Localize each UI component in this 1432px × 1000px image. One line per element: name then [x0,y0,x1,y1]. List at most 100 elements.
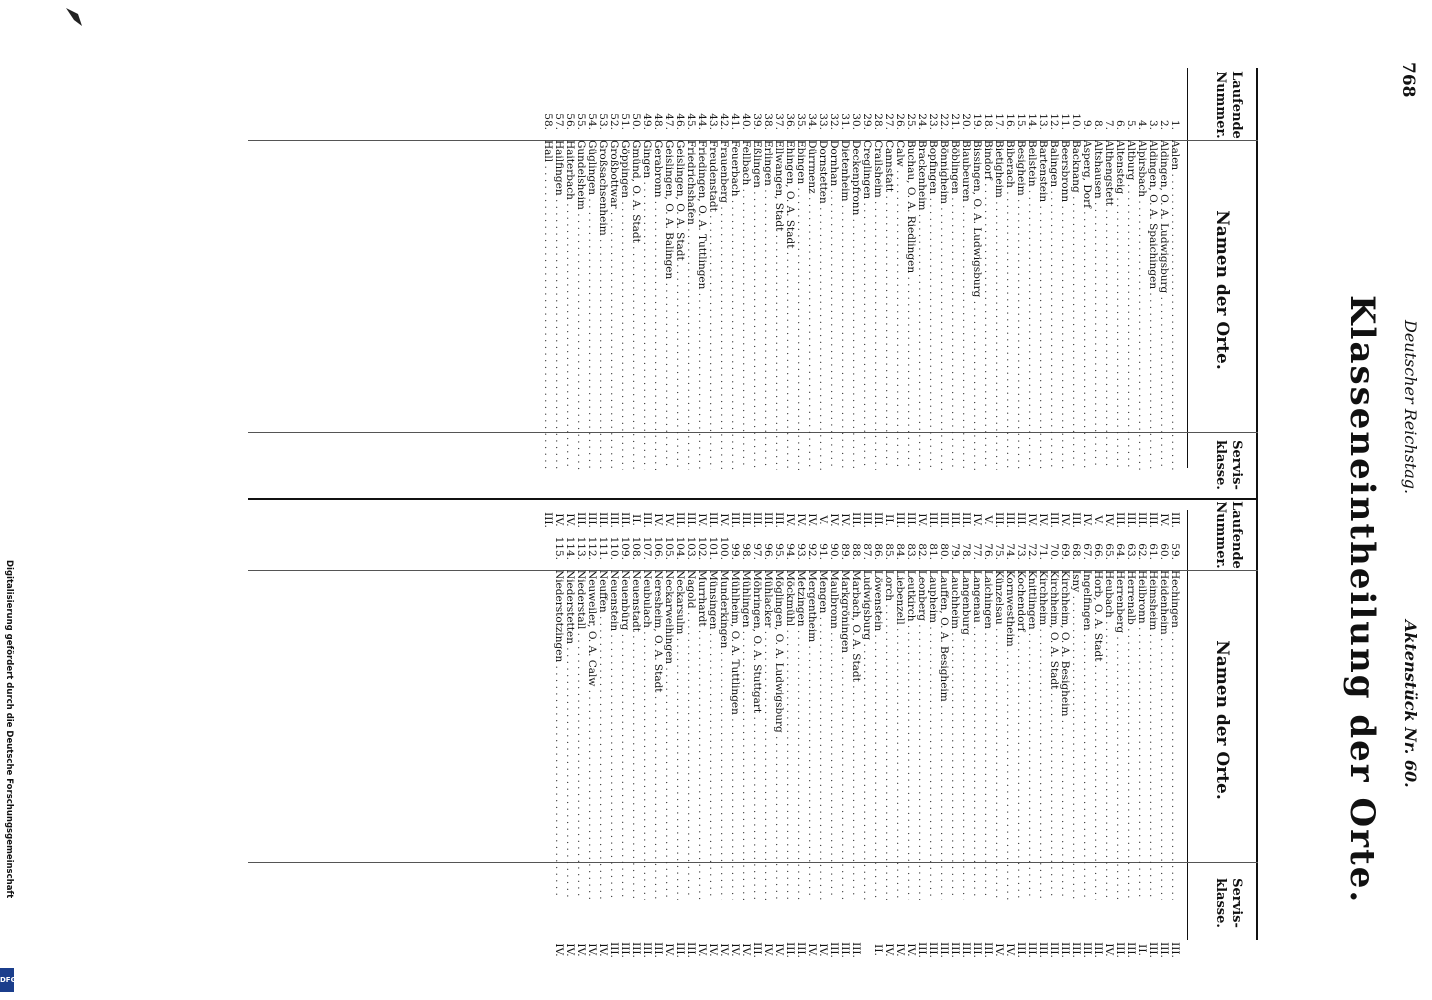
table-row: 46.Geislingen, O. A. StadtIII. [674,90,686,528]
row-number: 109. [619,536,631,560]
row-number: 47. [663,113,675,130]
place-name: Münsingen [707,570,718,900]
place-name: Markgröningen [839,570,850,900]
row-number: 72. [1026,543,1038,560]
servis-class: III. [1059,942,1071,958]
dfg-logo-icon: DFG [0,968,16,992]
table-row: 70. Kirchheim, O. A. Stadt III. [1048,520,1060,958]
servis-class: IV. [817,943,829,957]
table-row: 97. Möhringen, O. A. Stuttgart III. [751,520,763,958]
table-row: 114. Niederstetten IV. [564,520,576,957]
table-row: 18.BindorfV. [982,90,994,524]
table-row: 101. Münsingen IV. [707,520,719,957]
place-name: Nagold [685,570,696,900]
place-name: Neuweiler, O. A. Calw [586,570,597,900]
place-name: Mühlheim, O. A. Tuttlingen [729,570,740,900]
row-number: 108. [630,536,642,560]
table-row: 56.HaiterbachIV. [564,90,576,526]
table-row: 113. Niederstall IV. [575,520,587,957]
table-row: 11.BeersbronnIV. [1059,90,1071,526]
place-name: Dietenheim [839,140,850,470]
table-row: 29.CreglingenIII. [861,90,873,528]
table-row: 4.AlpirsbachIII. [1136,90,1148,528]
table-row: 86. Löwenstein II. [872,520,884,956]
place-name: Neuenbürg [619,570,630,900]
row-number: 23. [927,113,939,130]
place-name: Möckmühl [784,570,795,900]
place-name: Ingelfingen [1081,570,1092,900]
row-number: 107. [641,536,653,560]
row-number: 73. [1015,543,1027,560]
row-number: 50. [630,113,642,130]
table-row: 26.CalwIII. [894,90,906,528]
place-name: Backnang [1070,140,1081,470]
table-row: 59. Hechingen III. [1169,520,1181,958]
table-row: 24.BrackenheimIV. [916,90,928,526]
table-row: 90. Maulbronn III. [828,520,840,958]
place-name: Leutkirch [905,570,916,900]
table-row: 107. Neubulach III. [641,520,653,958]
place-name: Haiterbach [564,140,575,470]
table-row: 45.FriedrichshafenIII. [685,90,697,528]
table-row: 112. Neuweiler, O. A. Calw IV. [586,520,598,957]
place-name: Leonberg [916,570,927,900]
servis-class: III. [1169,942,1181,958]
servis-class: III. [938,942,950,958]
row-number: 105. [663,536,675,560]
table-row: 84. Liebenzell IV. [894,520,906,956]
servis-class: IV. [729,943,741,957]
table-row: 34.DürrmenzIV. [806,90,818,526]
place-name: Eßlingen [751,140,762,470]
row-number: 55. [575,113,587,130]
row-number: 45. [685,113,697,130]
servis-class: III. [641,942,653,958]
table-row: 53.GroßsachsenheimIII. [597,90,609,528]
row-number: 80. [938,543,950,560]
place-name: Langenau [971,570,982,900]
row-number: 1. [1169,119,1181,130]
table-row: 9.Asperg, DorfIV. [1081,90,1093,527]
left-header-rule [1187,68,1188,468]
servis-class: III. [685,942,697,958]
table-row: 73. Kochendorf III. [1015,520,1027,958]
row-number: 20. [960,113,972,130]
place-name: Friedingen, O. A. Tuttlingen [696,140,707,470]
row-number: 10. [1070,113,1082,130]
table-row: 57.HailfingenIV. [553,90,565,526]
place-name: Möglingen, O. A. Ludwigsburg [773,570,784,900]
place-name: Gundelsheim [575,140,586,470]
place-name: Neuenstein [608,570,619,900]
place-name: Hechingen [1169,570,1180,900]
row-number: 6. [1114,119,1126,130]
servis-class: IV. [762,943,774,957]
row-number: 27. [883,113,895,130]
left-table: 1. Aalen III. 2. Aldingen, O. A. Ludwigsburg… [542,90,1181,528]
left-number-header: Laufende Nummer. [1213,71,1244,139]
row-number: 5. [1125,119,1137,130]
table-row: 48.GerabronnIV. [652,90,664,526]
table-row: 77. Langenau III. [971,520,983,958]
row-number: 25. [905,113,917,130]
row-number: 75. [993,543,1005,560]
servis-class: III. [982,942,994,958]
servis-class: III. [960,942,972,958]
servis-class: III. [850,942,862,958]
row-number: 53. [597,113,609,130]
row-number: 71. [1037,543,1049,560]
table-row: 44.Friedingen, O. A. TuttlingenIV. [696,90,708,526]
row-number: 35. [795,113,807,130]
servis-class: IV. [894,943,906,957]
row-number: 36. [784,113,796,130]
table-row: 30.DeckenpfronnIII. [850,90,862,528]
table-row: 111. Neuffen IV. [597,520,609,957]
row-number: 64. [1114,543,1126,560]
servis-class: III. [971,942,983,958]
table-row: 62. Heilbronn II. [1136,520,1148,956]
table-row: 13.BartensteinIV. [1037,90,1049,526]
place-name: Blaubeuren [960,140,971,470]
row-number: 39. [751,113,763,130]
table-row: 16.BiberachIII. [1004,90,1016,528]
table-row: 37.Ellwangen, StadtIII. [773,90,785,528]
servis-class: II. [1136,944,1148,956]
row-number: 30. [850,113,862,130]
